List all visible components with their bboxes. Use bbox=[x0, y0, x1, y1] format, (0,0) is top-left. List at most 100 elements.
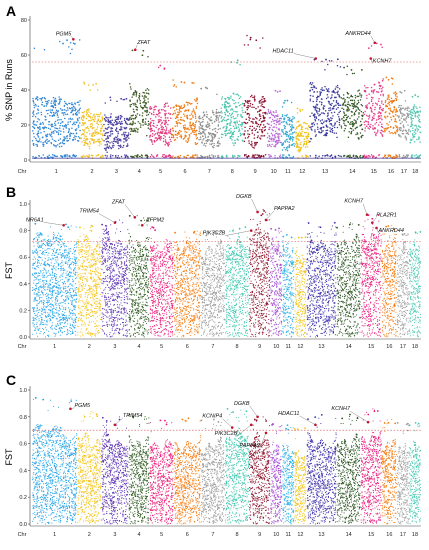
snp-point bbox=[82, 250, 84, 252]
snp-point bbox=[61, 255, 63, 257]
snp-point bbox=[36, 277, 38, 279]
snp-point bbox=[36, 144, 39, 146]
snp-point bbox=[36, 326, 38, 328]
snp-point bbox=[272, 126, 274, 128]
snp-point bbox=[41, 297, 43, 299]
snp-point bbox=[320, 88, 322, 91]
snp-point bbox=[50, 262, 52, 264]
snp-point bbox=[178, 133, 180, 135]
snp-point bbox=[130, 115, 132, 117]
snp-point bbox=[47, 275, 49, 277]
snp-point bbox=[160, 108, 163, 111]
snp-point bbox=[220, 120, 223, 123]
peak-point bbox=[180, 81, 183, 83]
snp-point bbox=[236, 138, 238, 140]
snp-point bbox=[325, 88, 328, 90]
snp-point bbox=[185, 127, 187, 130]
snp-point bbox=[141, 115, 144, 117]
snp-point bbox=[100, 156, 102, 158]
snp-point bbox=[53, 113, 55, 116]
snp-point bbox=[405, 139, 408, 141]
snp-point bbox=[48, 99, 50, 102]
snp-point bbox=[195, 133, 198, 135]
snp-point bbox=[361, 115, 364, 118]
snp-point bbox=[199, 136, 202, 138]
snp-point bbox=[109, 135, 112, 137]
snp-point bbox=[88, 154, 90, 156]
snp-point bbox=[52, 130, 55, 133]
snp-point bbox=[86, 126, 89, 128]
snp-point bbox=[326, 154, 329, 156]
snp-point bbox=[330, 119, 333, 122]
snp-point bbox=[263, 99, 266, 102]
snp-point bbox=[325, 120, 328, 123]
snp-point bbox=[245, 122, 247, 125]
snp-point bbox=[32, 251, 34, 253]
snp-point bbox=[83, 131, 86, 133]
snp-point bbox=[40, 252, 43, 254]
snp-point bbox=[39, 333, 41, 335]
snp-point bbox=[68, 275, 71, 278]
snp-point bbox=[404, 100, 407, 102]
snp-point bbox=[57, 122, 60, 124]
snp-point bbox=[43, 333, 45, 335]
snp-point bbox=[38, 262, 40, 264]
snp-point bbox=[57, 315, 59, 317]
snp-point bbox=[371, 119, 373, 122]
snp-point bbox=[37, 259, 39, 262]
snp-point bbox=[357, 95, 360, 98]
snp-point bbox=[59, 279, 61, 281]
snp-point bbox=[410, 125, 412, 128]
snp-point bbox=[67, 302, 70, 304]
snp-point bbox=[152, 119, 155, 122]
snp-point bbox=[62, 114, 65, 116]
chromosome-label: 6 bbox=[183, 169, 186, 175]
snp-point bbox=[59, 314, 61, 316]
snp-point bbox=[221, 96, 224, 98]
snp-point bbox=[405, 108, 407, 110]
snp-point bbox=[413, 141, 416, 143]
snp-point bbox=[358, 113, 360, 115]
peak-point bbox=[131, 49, 134, 52]
snp-point bbox=[104, 132, 107, 135]
snp-point bbox=[196, 97, 198, 99]
peak-point bbox=[417, 95, 420, 98]
snp-point bbox=[55, 144, 57, 147]
snp-point bbox=[56, 295, 58, 297]
snp-point bbox=[373, 89, 376, 91]
snp-point bbox=[61, 331, 63, 333]
snp-point bbox=[49, 258, 51, 260]
snp-point bbox=[57, 110, 60, 112]
snp-point bbox=[74, 314, 76, 316]
snp-point bbox=[158, 127, 160, 130]
snp-point bbox=[50, 100, 53, 102]
snp-point bbox=[254, 129, 257, 132]
snp-point bbox=[51, 114, 54, 117]
snp-point bbox=[59, 326, 61, 329]
snp-point bbox=[107, 146, 110, 149]
snp-point bbox=[238, 104, 241, 107]
snp-point bbox=[378, 97, 380, 100]
snp-point bbox=[172, 79, 174, 81]
snp-point bbox=[37, 278, 39, 280]
snp-point bbox=[67, 139, 69, 142]
snp-point bbox=[360, 94, 363, 96]
snp-point bbox=[53, 231, 55, 233]
snp-point bbox=[130, 155, 132, 158]
snp-point bbox=[55, 303, 57, 305]
snp-point bbox=[124, 127, 127, 130]
snp-point bbox=[163, 129, 166, 131]
snp-point bbox=[112, 140, 115, 143]
snp-point bbox=[72, 285, 74, 287]
snp-point bbox=[164, 123, 167, 125]
snp-point bbox=[239, 124, 242, 126]
snp-point bbox=[274, 145, 277, 147]
snp-point bbox=[233, 102, 235, 105]
snp-point bbox=[107, 127, 109, 129]
snp-point bbox=[206, 140, 209, 143]
snp-point bbox=[57, 287, 59, 289]
y-tick-label: 40 bbox=[21, 88, 27, 94]
snp-point bbox=[57, 284, 59, 286]
snp-point bbox=[246, 106, 248, 109]
chromosome-label: 17 bbox=[401, 169, 407, 175]
